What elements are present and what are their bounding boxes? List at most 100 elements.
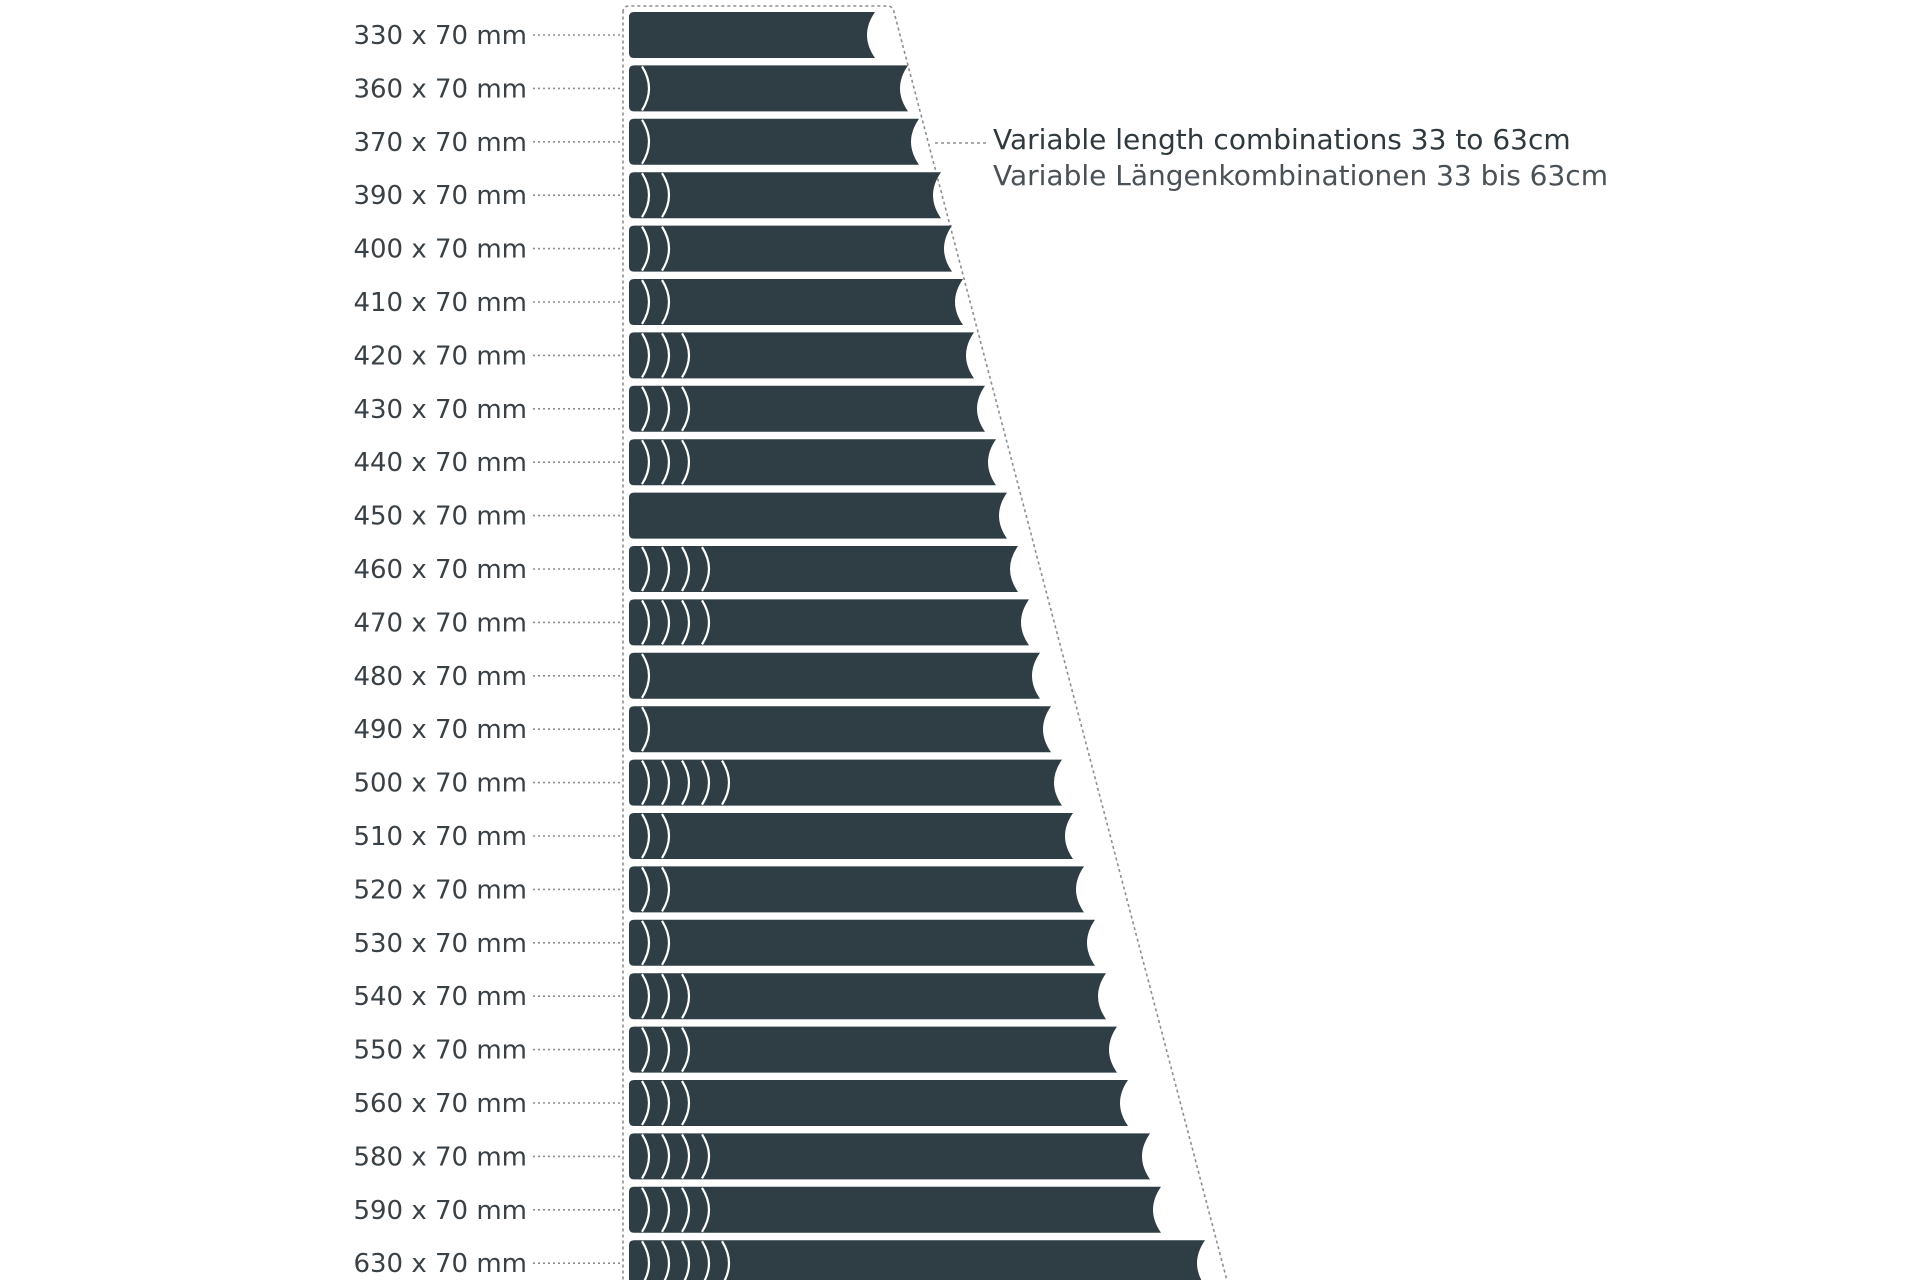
bar-segment	[629, 492, 1007, 539]
segment-joint	[661, 279, 671, 325]
segment-joint	[661, 1187, 671, 1233]
bar-segment	[629, 973, 1106, 1020]
bar-segment	[629, 385, 985, 432]
bar-segment	[629, 919, 1095, 966]
segment-joint	[681, 386, 691, 432]
size-label: 630 x 70 mm	[353, 1249, 527, 1279]
segment-joint	[681, 1133, 691, 1179]
bar-segment	[629, 706, 1051, 753]
segment-joint	[661, 1133, 671, 1179]
segment-joint	[681, 1187, 691, 1233]
segment-joint	[661, 172, 671, 218]
segment-joint	[681, 599, 691, 645]
segment-joint	[681, 1027, 691, 1073]
segment-joint	[641, 973, 651, 1019]
dashed-outline	[622, 5, 1228, 1280]
caption: Variable length combinations 33 to 63cm …	[993, 122, 1608, 194]
segment-joint	[641, 760, 651, 806]
segment-joint	[641, 1133, 651, 1179]
segment-joint	[681, 1240, 691, 1280]
size-label: 500 x 70 mm	[353, 769, 527, 799]
segment-joint	[661, 226, 671, 272]
size-label: 510 x 70 mm	[353, 822, 527, 852]
segment-joint	[681, 973, 691, 1019]
segment-joint	[641, 119, 651, 165]
size-label: 400 x 70 mm	[353, 235, 527, 265]
segment-joint	[641, 439, 651, 485]
bar-segment	[629, 546, 1018, 592]
segment-joint	[681, 1080, 691, 1126]
size-label: 490 x 70 mm	[353, 715, 527, 745]
size-label: 560 x 70 mm	[353, 1089, 527, 1119]
size-label: 590 x 70 mm	[353, 1196, 527, 1226]
size-label: 360 x 70 mm	[353, 74, 527, 104]
segment-joint	[701, 1133, 711, 1179]
caption-english: Variable length combinations 33 to 63cm	[993, 123, 1571, 156]
size-label: 530 x 70 mm	[353, 929, 527, 959]
bar-segment	[629, 439, 996, 486]
size-label: 580 x 70 mm	[353, 1142, 527, 1172]
segment-joint	[681, 546, 691, 592]
segment-joint	[641, 706, 651, 752]
bar-segment	[629, 12, 875, 58]
segment-joint	[721, 760, 731, 806]
size-label: 540 x 70 mm	[353, 982, 527, 1012]
bar-segment	[629, 172, 941, 219]
size-label: 420 x 70 mm	[353, 341, 527, 371]
segment-joint	[641, 1080, 651, 1126]
segment-joint	[661, 1240, 671, 1280]
bar-segment	[629, 1026, 1117, 1073]
size-label: 390 x 70 mm	[353, 181, 527, 211]
segment-joint	[641, 1240, 651, 1280]
segment-joint	[661, 1027, 671, 1073]
segment-joint	[641, 653, 651, 699]
size-label: 480 x 70 mm	[353, 662, 527, 692]
segment-joint	[661, 866, 671, 912]
bar-segment	[629, 759, 1062, 806]
bar-segment	[629, 65, 908, 112]
segment-joint	[641, 920, 651, 966]
segment-joint	[701, 546, 711, 592]
size-label: 370 x 70 mm	[353, 128, 527, 158]
segment-joint	[661, 386, 671, 432]
segment-joint	[641, 226, 651, 272]
segment-joint	[641, 386, 651, 432]
segment-joint	[681, 332, 691, 378]
segment-joint	[641, 866, 651, 912]
bar-segment	[629, 1240, 1205, 1280]
segment-joint	[701, 599, 711, 645]
size-label: 470 x 70 mm	[353, 608, 527, 638]
bar-segment	[629, 118, 919, 165]
bar-segment	[629, 652, 1040, 699]
segment-joint	[661, 760, 671, 806]
bar-segment	[629, 332, 974, 379]
segment-joint	[721, 1240, 731, 1280]
segment-joint	[641, 546, 651, 592]
size-label: 410 x 70 mm	[353, 288, 527, 318]
bar-segment	[629, 813, 1073, 859]
segment-joint	[661, 599, 671, 645]
segment-joint	[681, 760, 691, 806]
segment-joint	[641, 279, 651, 325]
bar-segment	[629, 225, 952, 272]
segment-joint	[641, 813, 651, 859]
size-label: 450 x 70 mm	[353, 502, 527, 532]
bar-segment	[629, 1133, 1150, 1180]
segment-joint	[681, 439, 691, 485]
caption-german: Variable Längenkombinationen 33 bis 63cm	[993, 159, 1608, 192]
segment-joint	[641, 599, 651, 645]
bar-segment	[629, 599, 1029, 646]
segment-joint	[641, 332, 651, 378]
size-label: 430 x 70 mm	[353, 395, 527, 425]
bar-segment	[629, 866, 1084, 913]
segment-joint	[661, 920, 671, 966]
bar-segment	[629, 1080, 1128, 1126]
segment-joint	[641, 1187, 651, 1233]
segment-joint	[661, 332, 671, 378]
size-label: 550 x 70 mm	[353, 1036, 527, 1066]
size-label: 460 x 70 mm	[353, 555, 527, 585]
segment-joint	[701, 1240, 711, 1280]
segment-joint	[661, 973, 671, 1019]
